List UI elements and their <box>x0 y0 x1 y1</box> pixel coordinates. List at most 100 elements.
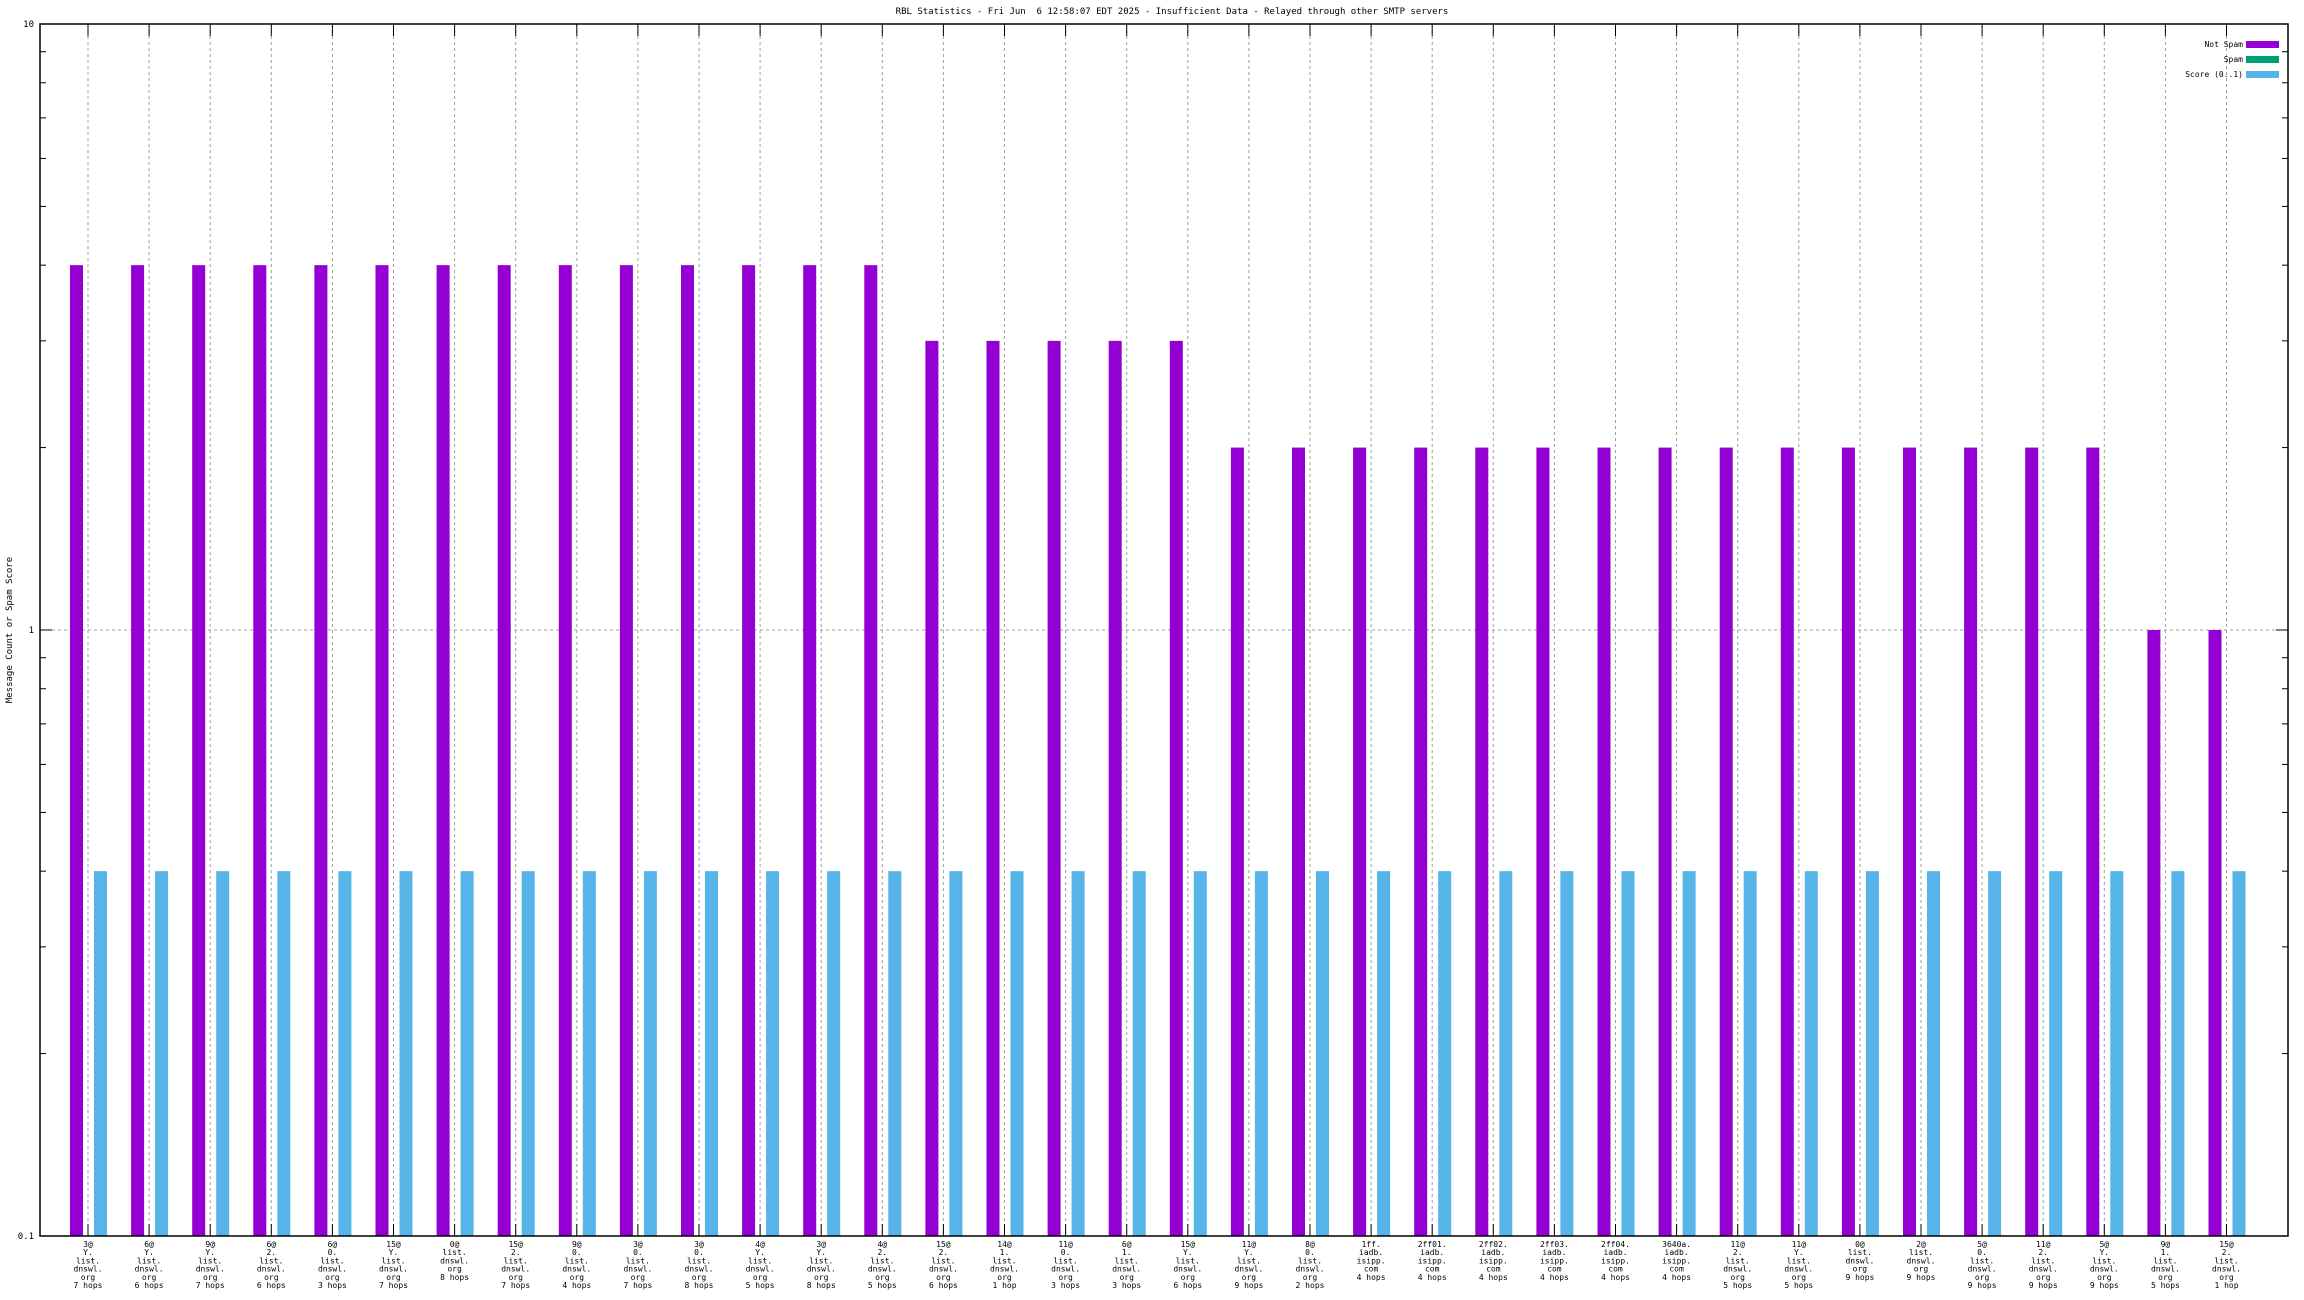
bar-not-spam <box>2025 447 2039 1237</box>
bar-not-spam <box>986 340 1000 1237</box>
bar-not-spam <box>1841 447 1855 1237</box>
bar-not-spam <box>1047 340 1061 1237</box>
legend-swatch <box>2246 41 2279 48</box>
bar-score <box>1071 871 1085 1236</box>
bar-not-spam <box>925 340 939 1237</box>
bar-not-spam <box>681 265 694 1237</box>
legend-swatch <box>2246 71 2279 78</box>
legend-label: Spam <box>2224 55 2243 64</box>
bar-score <box>888 871 902 1236</box>
bar-not-spam <box>1780 447 1794 1237</box>
bar-score <box>1254 871 1268 1236</box>
x-tick-label: 2ff04. iadb. isipp. com 4 hops <box>1601 1240 1630 1282</box>
x-tick-labels: 3@ Y. list. dnswl. org 7 hops 6@ Y. list. dnswl. o… <box>74 1240 2241 1290</box>
legend-swatch <box>2246 56 2279 63</box>
bar-not-spam <box>1719 447 1733 1237</box>
bar-score <box>94 871 107 1236</box>
bar-score <box>582 871 596 1236</box>
bar-score <box>399 871 413 1236</box>
bar-not-spam <box>497 265 511 1237</box>
y-tick-label: 10 <box>23 20 34 30</box>
x-tick-label: 11@ 0. list. dnswl. org 3 hops <box>1051 1240 1080 1290</box>
x-tick-label: 3@ 0. list. dnswl. org 8 hops <box>685 1240 714 1290</box>
x-tick-label: 3@ Y. list. dnswl. org 8 hops <box>807 1240 836 1290</box>
x-tick-label: 0@ list. dnswl. org 9 hops <box>1845 1240 1874 1282</box>
bar-not-spam <box>1536 447 1550 1237</box>
x-tick-label: 3640a. iadb. isipp. com 4 hops <box>1662 1240 1691 1282</box>
bar-not-spam <box>253 265 267 1237</box>
bar-not-spam <box>2208 630 2222 1236</box>
bar-not-spam <box>1475 447 1489 1237</box>
bar-not-spam <box>436 265 450 1237</box>
bar-not-spam <box>1292 447 1305 1237</box>
x-tick-label: 2ff01. iadb. isipp. com 4 hops <box>1418 1240 1447 1282</box>
bar-score <box>1743 871 1757 1236</box>
x-tick-label: 3@ 0. list. dnswl. org 7 hops <box>623 1240 652 1290</box>
bar-score <box>2049 871 2063 1236</box>
x-tick-label: 0@ list. dnswl. org 8 hops <box>440 1240 469 1282</box>
legend: Not Spam Spam Score (0..1) <box>2185 40 2279 79</box>
bar-score <box>2232 871 2246 1236</box>
y-tick-label: 0.1 <box>18 1232 34 1242</box>
y-tick-label: 1 <box>29 626 34 636</box>
bar-score <box>277 871 291 1236</box>
bar-score <box>827 871 841 1236</box>
bar-score <box>1682 871 1696 1236</box>
x-tick-label: 6@ Y. list. dnswl. org 6 hops <box>135 1240 164 1290</box>
x-tick-label: 11@ 2. list. dnswl. org 5 hops <box>1723 1240 1752 1290</box>
bar-score <box>1316 871 1329 1236</box>
legend-label: Score (0..1) <box>2185 70 2243 79</box>
bar-score <box>705 871 718 1236</box>
x-tick-label: 1ff. iadb. isipp. com 4 hops <box>1357 1240 1386 1282</box>
bar-not-spam <box>1230 447 1244 1237</box>
x-tick-label: 6@ 1. list. dnswl. org 3 hops <box>1112 1240 1141 1290</box>
x-tick-label: 15@ 2. list. dnswl. org 6 hops <box>929 1240 958 1290</box>
bar-not-spam <box>2086 447 2100 1237</box>
bar-score <box>216 871 230 1236</box>
x-tick-label: 2ff02. iadb. isipp. com 4 hops <box>1479 1240 1508 1282</box>
x-tick-label: 9@ Y. list. dnswl. org 7 hops <box>196 1240 225 1290</box>
bar-score <box>2110 871 2124 1236</box>
bar-score <box>1010 871 1024 1236</box>
bar-not-spam <box>1414 447 1428 1237</box>
bar-not-spam <box>1169 340 1183 1237</box>
x-tick-label: 15@ 2. list. dnswl. org 1 hop <box>2212 1240 2241 1290</box>
bar-score <box>1193 871 1207 1236</box>
bar-score <box>1988 871 2002 1236</box>
bar-score <box>460 871 474 1236</box>
x-tick-label: 9@ 1. list. dnswl. org 5 hops <box>2151 1240 2180 1290</box>
bar-not-spam <box>375 265 389 1237</box>
bar-not-spam <box>1658 447 1672 1237</box>
bar-score <box>766 871 780 1236</box>
bar-score <box>643 871 657 1236</box>
bar-not-spam <box>1108 340 1122 1237</box>
bar-not-spam <box>2147 630 2161 1236</box>
bar-not-spam <box>803 265 817 1237</box>
x-tick-label: 11@ Y. list. dnswl. org 5 hops <box>1784 1240 1813 1290</box>
bar-score <box>155 871 169 1236</box>
chart-title: RBL Statistics - Fri Jun 6 12:58:07 EDT … <box>896 7 1449 17</box>
bar-not-spam <box>192 265 206 1237</box>
bar-score <box>1132 871 1146 1236</box>
bar-score <box>1865 871 1879 1236</box>
x-tick-label: 9@ 0. list. dnswl. org 4 hops <box>562 1240 591 1290</box>
bar-score <box>1438 871 1452 1236</box>
bar-score <box>1927 871 1940 1236</box>
bar-score <box>1804 871 1818 1236</box>
x-tick-label: 6@ 0. list. dnswl. org 3 hops <box>318 1240 347 1290</box>
bar-score <box>949 871 963 1236</box>
bar-not-spam <box>70 265 83 1237</box>
x-tick-label: 4@ Y. list. dnswl. org 5 hops <box>746 1240 775 1290</box>
bar-score <box>1377 871 1391 1236</box>
bar-not-spam <box>742 265 756 1237</box>
x-tick-label: 8@ 0. list. dnswl. org 2 hops <box>1296 1240 1325 1290</box>
bar-not-spam <box>864 265 878 1237</box>
grid <box>40 24 2288 1236</box>
bars <box>70 265 2246 1237</box>
bar-not-spam <box>314 265 328 1237</box>
bar-not-spam <box>1903 447 1916 1237</box>
y-axis-label: Message Count or Spam Score <box>5 557 15 703</box>
bar-not-spam <box>131 265 145 1237</box>
bar-score <box>1560 871 1574 1236</box>
